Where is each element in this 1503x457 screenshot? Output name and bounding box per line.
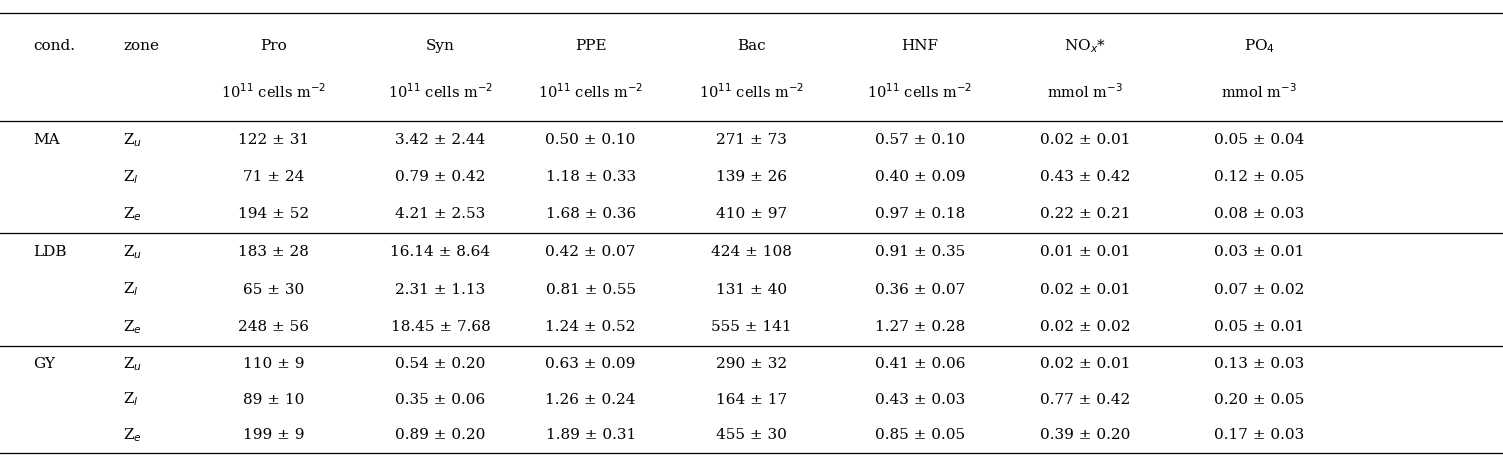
Text: 0.63 ± 0.09: 0.63 ± 0.09 (546, 357, 636, 371)
Text: zone: zone (123, 39, 159, 53)
Text: 4.21 ± 2.53: 4.21 ± 2.53 (395, 207, 485, 221)
Text: 0.50 ± 0.10: 0.50 ± 0.10 (546, 133, 636, 147)
Text: 410 ± 97: 410 ± 97 (715, 207, 788, 221)
Text: 0.12 ± 0.05: 0.12 ± 0.05 (1214, 170, 1305, 184)
Text: MA: MA (33, 133, 60, 147)
Text: 1.27 ± 0.28: 1.27 ± 0.28 (875, 320, 965, 334)
Text: 1.24 ± 0.52: 1.24 ± 0.52 (546, 320, 636, 334)
Text: 248 ± 56: 248 ± 56 (237, 320, 310, 334)
Text: 3.42 ± 2.44: 3.42 ± 2.44 (395, 133, 485, 147)
Text: 0.05 ± 0.01: 0.05 ± 0.01 (1214, 320, 1305, 334)
Text: 1.68 ± 0.36: 1.68 ± 0.36 (546, 207, 636, 221)
Text: Z$_u$: Z$_u$ (123, 131, 143, 149)
Text: 183 ± 28: 183 ± 28 (237, 245, 310, 259)
Text: 71 ± 24: 71 ± 24 (243, 170, 304, 184)
Text: 1.89 ± 0.31: 1.89 ± 0.31 (546, 429, 636, 442)
Text: 0.08 ± 0.03: 0.08 ± 0.03 (1214, 207, 1305, 221)
Text: Pro: Pro (260, 39, 287, 53)
Text: LDB: LDB (33, 245, 66, 259)
Text: 290 ± 32: 290 ± 32 (715, 357, 788, 371)
Text: 139 ± 26: 139 ± 26 (715, 170, 788, 184)
Text: 0.57 ± 0.10: 0.57 ± 0.10 (875, 133, 965, 147)
Text: 0.54 ± 0.20: 0.54 ± 0.20 (395, 357, 485, 371)
Text: Z$_l$: Z$_l$ (123, 391, 138, 409)
Text: 0.81 ± 0.55: 0.81 ± 0.55 (546, 282, 636, 297)
Text: NO$_x$*: NO$_x$* (1064, 37, 1106, 54)
Text: 0.17 ± 0.03: 0.17 ± 0.03 (1214, 429, 1305, 442)
Text: 1.18 ± 0.33: 1.18 ± 0.33 (546, 170, 636, 184)
Text: 0.02 ± 0.01: 0.02 ± 0.01 (1040, 357, 1130, 371)
Text: 0.36 ± 0.07: 0.36 ± 0.07 (875, 282, 965, 297)
Text: 199 ± 9: 199 ± 9 (243, 429, 304, 442)
Text: mmol m$^{-3}$: mmol m$^{-3}$ (1222, 82, 1297, 101)
Text: Z$_e$: Z$_e$ (123, 318, 143, 336)
Text: 0.89 ± 0.20: 0.89 ± 0.20 (395, 429, 485, 442)
Text: 10$^{11}$ cells m$^{-2}$: 10$^{11}$ cells m$^{-2}$ (867, 82, 972, 101)
Text: 65 ± 30: 65 ± 30 (243, 282, 304, 297)
Text: 164 ± 17: 164 ± 17 (715, 393, 788, 407)
Text: 0.01 ± 0.01: 0.01 ± 0.01 (1040, 245, 1130, 259)
Text: Z$_e$: Z$_e$ (123, 206, 143, 223)
Text: 0.79 ± 0.42: 0.79 ± 0.42 (395, 170, 485, 184)
Text: mmol m$^{-3}$: mmol m$^{-3}$ (1048, 82, 1123, 101)
Text: 0.02 ± 0.01: 0.02 ± 0.01 (1040, 133, 1130, 147)
Text: 0.39 ± 0.20: 0.39 ± 0.20 (1040, 429, 1130, 442)
Text: PPE: PPE (574, 39, 607, 53)
Text: 18.45 ± 7.68: 18.45 ± 7.68 (391, 320, 490, 334)
Text: Syn: Syn (425, 39, 455, 53)
Text: PO$_4$: PO$_4$ (1244, 37, 1275, 54)
Text: 0.91 ± 0.35: 0.91 ± 0.35 (875, 245, 965, 259)
Text: 0.42 ± 0.07: 0.42 ± 0.07 (546, 245, 636, 259)
Text: 0.77 ± 0.42: 0.77 ± 0.42 (1040, 393, 1130, 407)
Text: 0.05 ± 0.04: 0.05 ± 0.04 (1214, 133, 1305, 147)
Text: 424 ± 108: 424 ± 108 (711, 245, 792, 259)
Text: 16.14 ± 8.64: 16.14 ± 8.64 (391, 245, 490, 259)
Text: 0.22 ± 0.21: 0.22 ± 0.21 (1040, 207, 1130, 221)
Text: 0.43 ± 0.03: 0.43 ± 0.03 (875, 393, 965, 407)
Text: HNF: HNF (902, 39, 938, 53)
Text: 455 ± 30: 455 ± 30 (715, 429, 788, 442)
Text: 0.35 ± 0.06: 0.35 ± 0.06 (395, 393, 485, 407)
Text: 110 ± 9: 110 ± 9 (243, 357, 304, 371)
Text: 194 ± 52: 194 ± 52 (237, 207, 310, 221)
Text: Z$_e$: Z$_e$ (123, 426, 143, 444)
Text: 131 ± 40: 131 ± 40 (715, 282, 788, 297)
Text: 10$^{11}$ cells m$^{-2}$: 10$^{11}$ cells m$^{-2}$ (221, 82, 326, 101)
Text: 2.31 ± 1.13: 2.31 ± 1.13 (395, 282, 485, 297)
Text: Z$_l$: Z$_l$ (123, 168, 138, 186)
Text: 0.07 ± 0.02: 0.07 ± 0.02 (1214, 282, 1305, 297)
Text: Z$_u$: Z$_u$ (123, 355, 143, 373)
Text: 0.97 ± 0.18: 0.97 ± 0.18 (875, 207, 965, 221)
Text: 0.40 ± 0.09: 0.40 ± 0.09 (875, 170, 965, 184)
Text: 0.43 ± 0.42: 0.43 ± 0.42 (1040, 170, 1130, 184)
Text: 89 ± 10: 89 ± 10 (243, 393, 304, 407)
Text: 122 ± 31: 122 ± 31 (237, 133, 310, 147)
Text: 0.13 ± 0.03: 0.13 ± 0.03 (1214, 357, 1305, 371)
Text: 0.02 ± 0.01: 0.02 ± 0.01 (1040, 282, 1130, 297)
Text: cond.: cond. (33, 39, 75, 53)
Text: Bac: Bac (736, 39, 767, 53)
Text: 10$^{11}$ cells m$^{-2}$: 10$^{11}$ cells m$^{-2}$ (699, 82, 804, 101)
Text: 555 ± 141: 555 ± 141 (711, 320, 792, 334)
Text: 0.41 ± 0.06: 0.41 ± 0.06 (875, 357, 965, 371)
Text: 0.03 ± 0.01: 0.03 ± 0.01 (1214, 245, 1305, 259)
Text: 0.02 ± 0.02: 0.02 ± 0.02 (1040, 320, 1130, 334)
Text: 10$^{11}$ cells m$^{-2}$: 10$^{11}$ cells m$^{-2}$ (538, 82, 643, 101)
Text: Z$_u$: Z$_u$ (123, 243, 143, 261)
Text: GY: GY (33, 357, 56, 371)
Text: 271 ± 73: 271 ± 73 (715, 133, 788, 147)
Text: 0.20 ± 0.05: 0.20 ± 0.05 (1214, 393, 1305, 407)
Text: 1.26 ± 0.24: 1.26 ± 0.24 (546, 393, 636, 407)
Text: 0.85 ± 0.05: 0.85 ± 0.05 (875, 429, 965, 442)
Text: Z$_l$: Z$_l$ (123, 281, 138, 298)
Text: 10$^{11}$ cells m$^{-2}$: 10$^{11}$ cells m$^{-2}$ (388, 82, 493, 101)
